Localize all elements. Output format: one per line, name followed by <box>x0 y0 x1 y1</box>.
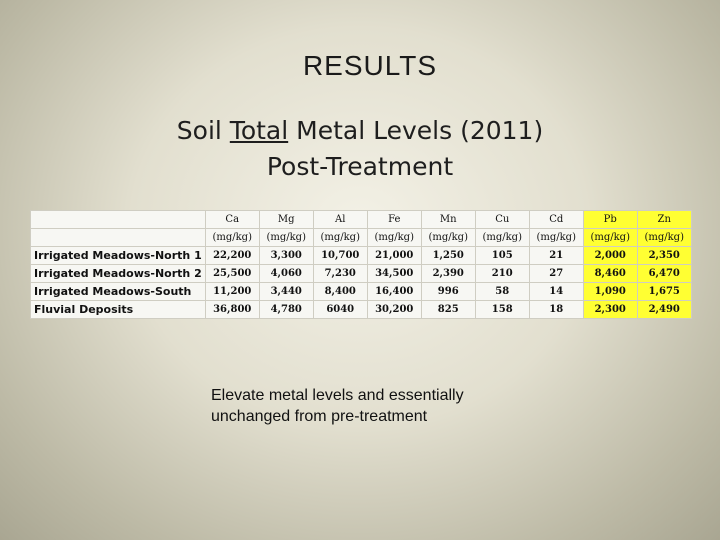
table-cell: 22,200 <box>204 246 260 265</box>
note-line-1: Elevate metal levels and essentially <box>211 387 464 404</box>
table-cell: 825 <box>420 300 476 319</box>
header-element-zn: Zn <box>636 210 692 229</box>
header-unit: (mg/kg) <box>474 228 530 247</box>
header-element-mn: Mn <box>420 210 476 229</box>
table-row: Fluvial Deposits 36,800 4,780 6040 30,20… <box>30 300 692 319</box>
table-cell-highlighted: 1,675 <box>636 282 692 301</box>
header-unit: (mg/kg) <box>636 228 692 247</box>
table-cell-highlighted: 2,350 <box>636 246 692 265</box>
table-cell: 25,500 <box>204 264 260 283</box>
header-element-mg: Mg <box>258 210 314 229</box>
table-cell-highlighted: 6,470 <box>636 264 692 283</box>
table-cell: 21,000 <box>366 246 422 265</box>
table-cell: 14 <box>528 282 584 301</box>
table-cell: 996 <box>420 282 476 301</box>
row-site-label: Irrigated Meadows-North 2 <box>30 264 206 283</box>
header-corner-cell <box>30 210 206 229</box>
table-cell: 58 <box>474 282 530 301</box>
header-element-al: Al <box>312 210 368 229</box>
row-site-label: Irrigated Meadows-South <box>30 282 206 301</box>
table-cell: 210 <box>474 264 530 283</box>
header-unit: (mg/kg) <box>582 228 638 247</box>
table-cell-highlighted: 2,490 <box>636 300 692 319</box>
header-element-fe: Fe <box>366 210 422 229</box>
table-cell-highlighted: 2,000 <box>582 246 638 265</box>
table-cell: 34,500 <box>366 264 422 283</box>
subtitle-line-2: Post-Treatment <box>266 152 454 181</box>
table-row: Irrigated Meadows-South 11,200 3,440 8,4… <box>30 282 692 301</box>
table-cell-highlighted: 1,090 <box>582 282 638 301</box>
table-cell-highlighted: 8,460 <box>582 264 638 283</box>
table-cell: 1,250 <box>420 246 476 265</box>
note-line-2: unchanged from pre-treatment <box>211 408 428 425</box>
table-cell: 4,060 <box>258 264 314 283</box>
subtitle-line-1: Soil Total Metal Levels (2011) <box>0 113 720 149</box>
metal-levels-table: Ca Mg Al Fe Mn Cu Cd Pb Zn (mg/kg) (mg/k… <box>30 210 692 319</box>
note-text: Elevate metal levels and essentially unc… <box>211 385 531 427</box>
row-site-label: Irrigated Meadows-North 1 <box>30 246 206 265</box>
header-corner-cell <box>30 228 206 247</box>
slide-subtitle: Soil Total Metal Levels (2011) Post-Trea… <box>0 113 720 185</box>
header-element-cu: Cu <box>474 210 530 229</box>
table-cell: 30,200 <box>366 300 422 319</box>
header-element-ca: Ca <box>204 210 260 229</box>
table-cell-highlighted: 2,300 <box>582 300 638 319</box>
slide-title: RESULTS <box>302 50 438 81</box>
header-unit: (mg/kg) <box>204 228 260 247</box>
header-row-elements: Ca Mg Al Fe Mn Cu Cd Pb Zn <box>30 210 692 229</box>
table-cell: 36,800 <box>204 300 260 319</box>
subtitle-pre: Soil <box>176 116 230 145</box>
table-cell: 3,300 <box>258 246 314 265</box>
header-unit: (mg/kg) <box>528 228 584 247</box>
subtitle-underlined-word: Total <box>229 116 289 145</box>
table-cell: 27 <box>528 264 584 283</box>
table-cell: 21 <box>528 246 584 265</box>
table-cell: 158 <box>474 300 530 319</box>
table-cell: 8,400 <box>312 282 368 301</box>
header-unit: (mg/kg) <box>366 228 422 247</box>
table-cell: 11,200 <box>204 282 260 301</box>
subtitle-post: Metal Levels (2011) <box>288 116 544 145</box>
table-cell: 7,230 <box>312 264 368 283</box>
table-row: Irrigated Meadows-North 2 25,500 4,060 7… <box>30 264 692 283</box>
table-cell: 105 <box>474 246 530 265</box>
header-unit: (mg/kg) <box>312 228 368 247</box>
header-element-pb: Pb <box>582 210 638 229</box>
table-cell: 18 <box>528 300 584 319</box>
table-cell: 16,400 <box>366 282 422 301</box>
table-cell: 3,440 <box>258 282 314 301</box>
table-cell: 4,780 <box>258 300 314 319</box>
header-row-units: (mg/kg) (mg/kg) (mg/kg) (mg/kg) (mg/kg) … <box>30 228 692 247</box>
header-element-cd: Cd <box>528 210 584 229</box>
table-row: Irrigated Meadows-North 1 22,200 3,300 1… <box>30 246 692 265</box>
row-site-label: Fluvial Deposits <box>30 300 206 319</box>
header-unit: (mg/kg) <box>420 228 476 247</box>
table-cell: 6040 <box>312 300 368 319</box>
header-unit: (mg/kg) <box>258 228 314 247</box>
table-cell: 2,390 <box>420 264 476 283</box>
table-cell: 10,700 <box>312 246 368 265</box>
